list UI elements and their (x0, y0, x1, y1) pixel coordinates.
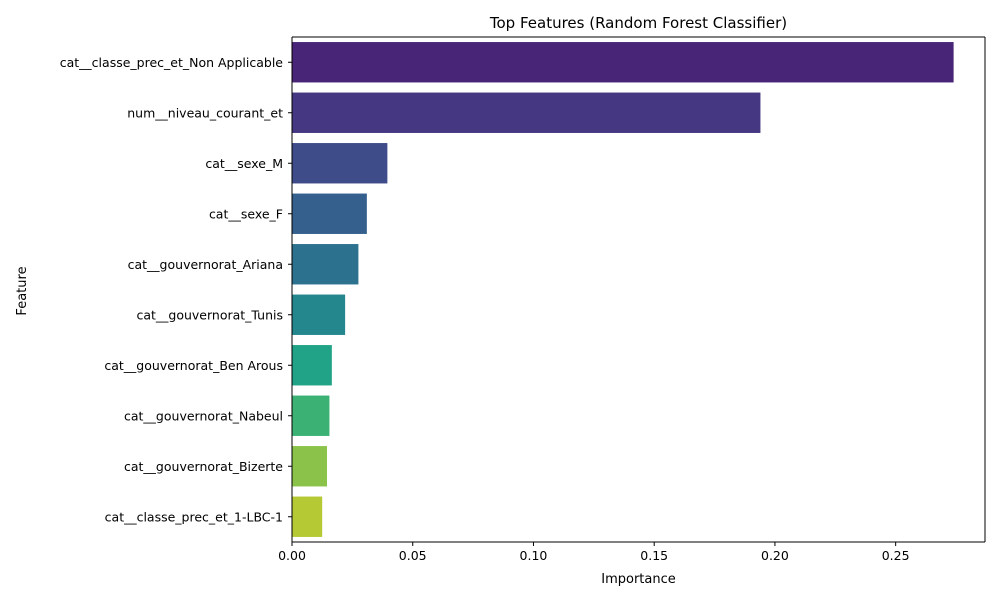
bar (292, 193, 367, 234)
bar (292, 446, 328, 487)
y-tick-label: cat__gouvernorat_Nabeul (124, 408, 283, 423)
x-axis: 0.00 0.05 0.10 0.15 0.20 0.25 (278, 542, 910, 563)
y-tick-label: cat__gouvernorat_Ben Arous (104, 358, 283, 373)
y-tick-label: cat__sexe_F (209, 206, 283, 221)
y-axis: cat__classe_prec_et_Non Applicable num__n… (60, 55, 292, 524)
bar (292, 496, 323, 537)
y-tick-label: cat__classe_prec_et_Non Applicable (60, 55, 284, 70)
chart-title: Top Features (Random Forest Classifier) (489, 14, 787, 32)
y-axis-label: Feature (15, 266, 30, 315)
bar (292, 294, 346, 335)
bar (292, 92, 761, 133)
bar (292, 345, 332, 386)
x-tick-label: 0.20 (761, 548, 789, 563)
x-tick-label: 0.25 (882, 548, 910, 563)
y-tick-label: cat__gouvernorat_Tunis (136, 307, 283, 322)
x-tick-label: 0.15 (640, 548, 668, 563)
axes-frame (291, 36, 986, 543)
x-tick-label: 0.00 (278, 548, 306, 563)
y-tick-label: num__niveau_courant_et (127, 105, 283, 120)
bar (292, 395, 330, 436)
bars-layer (292, 42, 954, 537)
y-tick-label: cat__classe_prec_et_1-LBC-1 (105, 509, 283, 524)
bar (292, 244, 359, 285)
y-tick-label: cat__gouvernorat_Ariana (128, 257, 283, 272)
x-axis-label: Importance (601, 572, 676, 587)
bar (292, 143, 388, 184)
x-tick-label: 0.10 (520, 548, 548, 563)
y-tick-label: cat__sexe_M (205, 156, 283, 171)
x-tick-label: 0.05 (399, 548, 427, 563)
bar (292, 42, 954, 83)
y-tick-label: cat__gouvernorat_Bizerte (124, 459, 283, 474)
